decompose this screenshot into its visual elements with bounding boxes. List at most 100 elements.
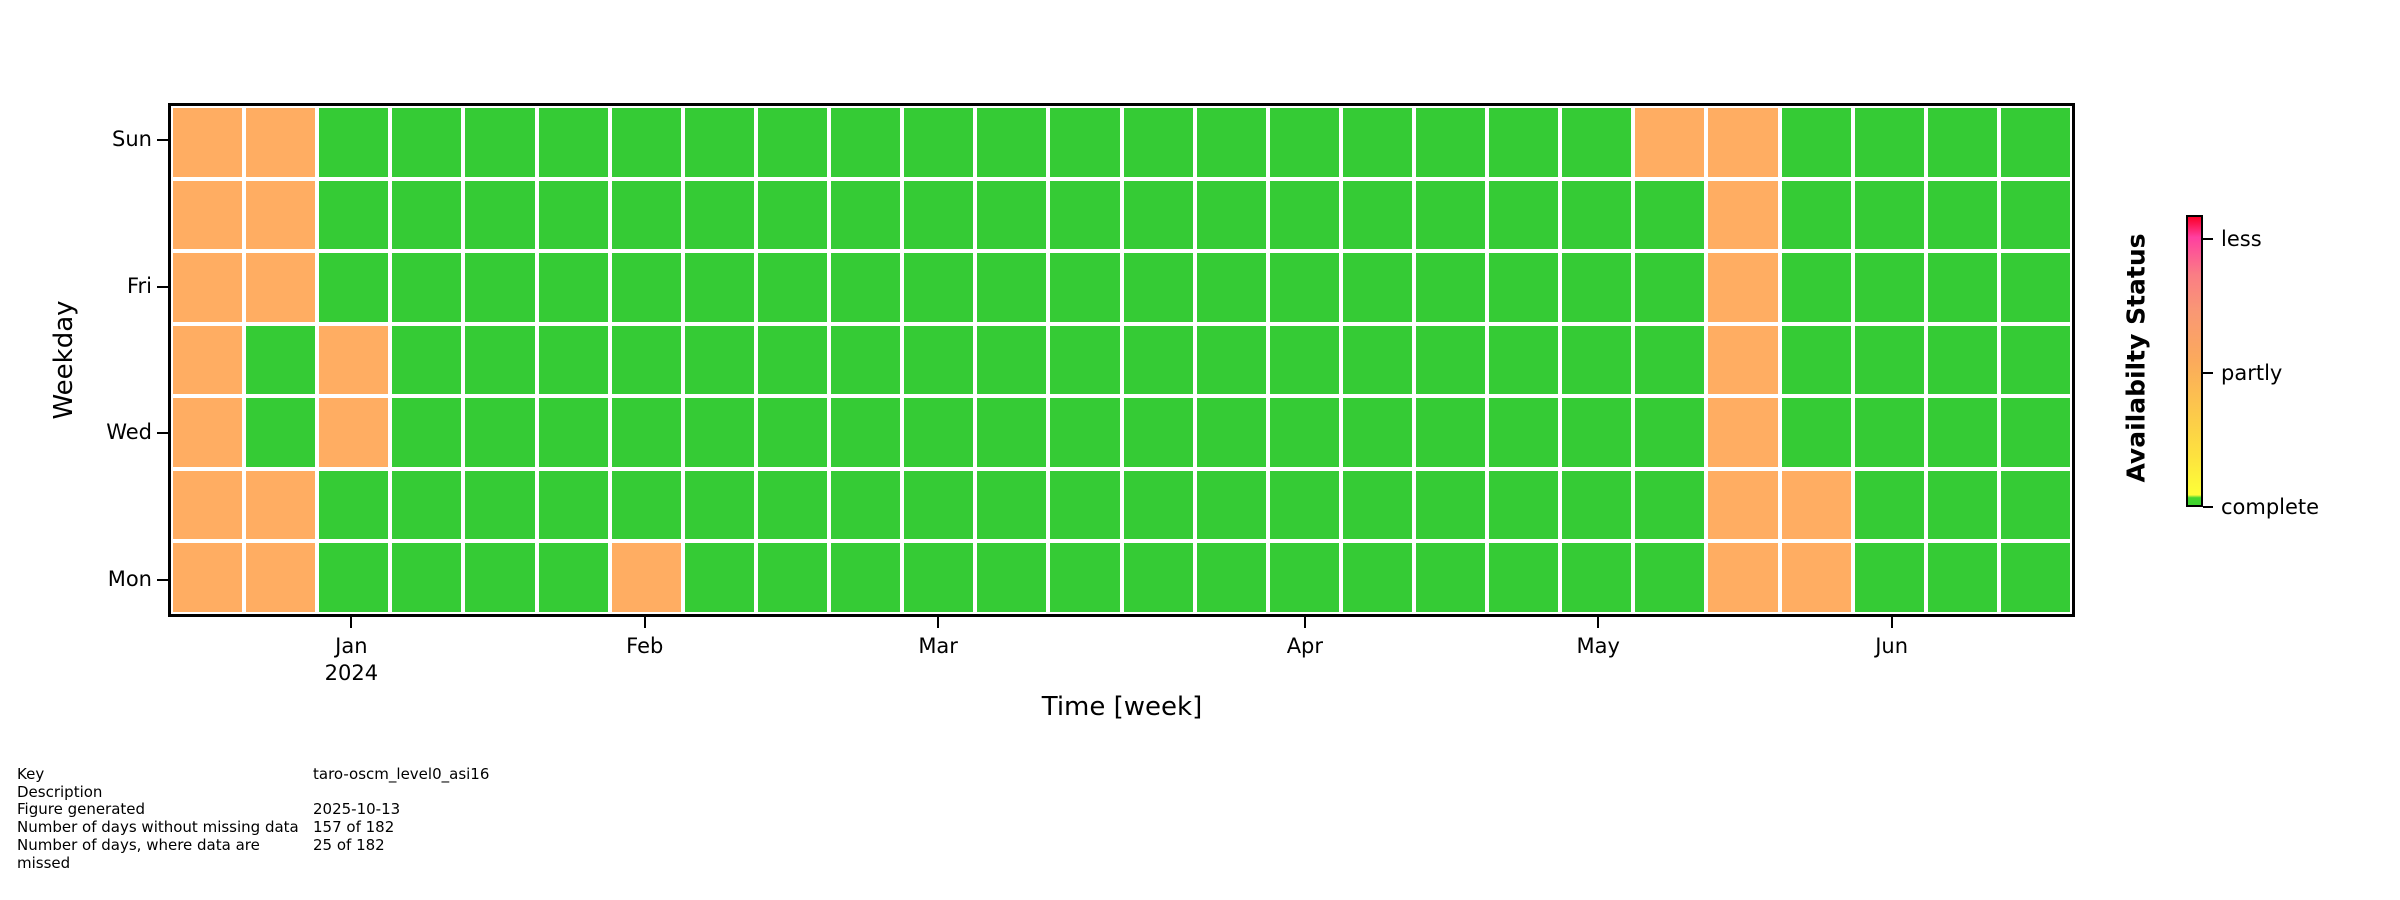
heatmap-cell	[757, 108, 828, 177]
heatmap-cell	[319, 543, 389, 612]
metadata-label: Number of days, where data are missed	[17, 835, 260, 872]
heatmap-cell	[904, 253, 974, 322]
heatmap-cell	[173, 543, 243, 612]
heatmap-cell	[1854, 180, 1924, 250]
heatmap-cell	[684, 543, 754, 612]
figure-metadata: Key taro-oscm_level0_asi16 Description F…	[17, 765, 490, 872]
heatmap-cell	[1050, 398, 1120, 467]
metadata-value: 2025-10-13	[313, 800, 401, 819]
heatmap-cell	[246, 325, 316, 395]
heatmap-cell	[1708, 325, 1778, 395]
heatmap-cell	[246, 180, 316, 250]
heatmap-cell	[1927, 543, 1997, 612]
heatmap-cell	[246, 543, 316, 612]
heatmap-cell	[1342, 398, 1412, 467]
heatmap-cell	[1196, 108, 1266, 177]
y-tick-label: Fri	[126, 273, 152, 298]
heatmap-cell	[1927, 325, 1997, 395]
y-tick-mark	[157, 579, 168, 582]
metadata-row: Key taro-oscm_level0_asi16	[17, 765, 490, 784]
heatmap-cell	[1562, 253, 1632, 322]
heatmap-cell	[246, 253, 316, 322]
heatmap-cell	[831, 398, 901, 467]
heatmap-cell	[1050, 543, 1120, 612]
heatmap-cell	[611, 470, 681, 540]
heatmap-cell	[1342, 543, 1412, 612]
heatmap-cell	[2000, 398, 2070, 467]
heatmap-cell	[904, 108, 974, 177]
heatmap-cell	[392, 325, 462, 395]
heatmap-cell	[1562, 108, 1632, 177]
heatmap-cell	[1123, 108, 1193, 177]
heatmap-cell	[319, 108, 389, 177]
heatmap-cell	[1342, 253, 1412, 322]
heatmap-cell	[1415, 108, 1486, 177]
heatmap-cell	[2000, 325, 2070, 395]
heatmap-cell	[1635, 180, 1705, 250]
heatmap-cell	[977, 325, 1047, 395]
heatmap-cell	[1415, 253, 1486, 322]
heatmap-cell	[538, 108, 608, 177]
heatmap-cell	[1781, 398, 1851, 467]
heatmap-cell	[904, 398, 974, 467]
heatmap-cell	[1196, 180, 1266, 250]
heatmap-cell	[977, 253, 1047, 322]
heatmap-cell	[977, 543, 1047, 612]
heatmap-cell	[757, 253, 828, 322]
heatmap-cell	[977, 398, 1047, 467]
colorbar-tick-mark	[2203, 237, 2213, 240]
x-tick-label: May	[1576, 634, 1620, 658]
heatmap-cell	[1781, 108, 1851, 177]
heatmap-cell	[904, 543, 974, 612]
heatmap-cell	[319, 470, 389, 540]
heatmap-cell	[831, 325, 901, 395]
y-tick-mark	[157, 285, 168, 288]
heatmap-cell	[831, 543, 901, 612]
heatmap-cell	[1123, 470, 1193, 540]
heatmap-cell	[1489, 253, 1559, 322]
heatmap-cell	[1415, 398, 1486, 467]
metadata-row: Description	[17, 782, 489, 802]
heatmap-cell	[611, 543, 681, 612]
heatmap-cell	[1927, 398, 1997, 467]
heatmap-cell	[173, 325, 243, 395]
heatmap-cell	[538, 470, 608, 540]
metadata-label: Description	[17, 782, 103, 801]
heatmap-cell	[465, 470, 535, 540]
heatmap-cell	[1708, 108, 1778, 177]
heatmap-cell	[831, 180, 901, 250]
heatmap-cell	[1196, 253, 1266, 322]
heatmap-cell	[1269, 470, 1339, 540]
heatmap-cell	[1781, 543, 1851, 612]
heatmap-cell	[1854, 543, 1924, 612]
heatmap-cell	[1415, 180, 1486, 250]
heatmap-cell	[538, 543, 608, 612]
heatmap-cell	[1196, 398, 1266, 467]
heatmap-cell	[1123, 543, 1193, 612]
heatmap-cell	[1269, 180, 1339, 250]
heatmap-cell	[2000, 543, 2070, 612]
heatmap-cell	[465, 543, 535, 612]
x-tick-mark	[1890, 617, 1893, 628]
heatmap-cell	[538, 180, 608, 250]
heatmap-cell	[1781, 180, 1851, 250]
heatmap-cell	[1854, 398, 1924, 467]
colorbar	[2186, 215, 2203, 507]
heatmap-cell	[831, 470, 901, 540]
heatmap-cell	[1635, 543, 1705, 612]
metadata-value: 157 of 182	[313, 818, 395, 837]
heatmap-cell	[1415, 543, 1486, 612]
heatmap-cell	[1854, 108, 1924, 177]
heatmap-cell	[538, 325, 608, 395]
heatmap-cell	[757, 398, 828, 467]
heatmap-cell	[977, 180, 1047, 250]
heatmap-cell	[1050, 180, 1120, 250]
x-tick-sublabel: 2024	[324, 661, 379, 685]
heatmap-cell	[1927, 108, 1997, 177]
y-tick-mark	[157, 432, 168, 435]
metadata-value: taro-oscm_level0_asi16	[313, 765, 490, 783]
heatmap-cell	[1196, 470, 1266, 540]
y-tick-label: Wed	[106, 420, 152, 445]
heatmap-cell	[319, 180, 389, 250]
